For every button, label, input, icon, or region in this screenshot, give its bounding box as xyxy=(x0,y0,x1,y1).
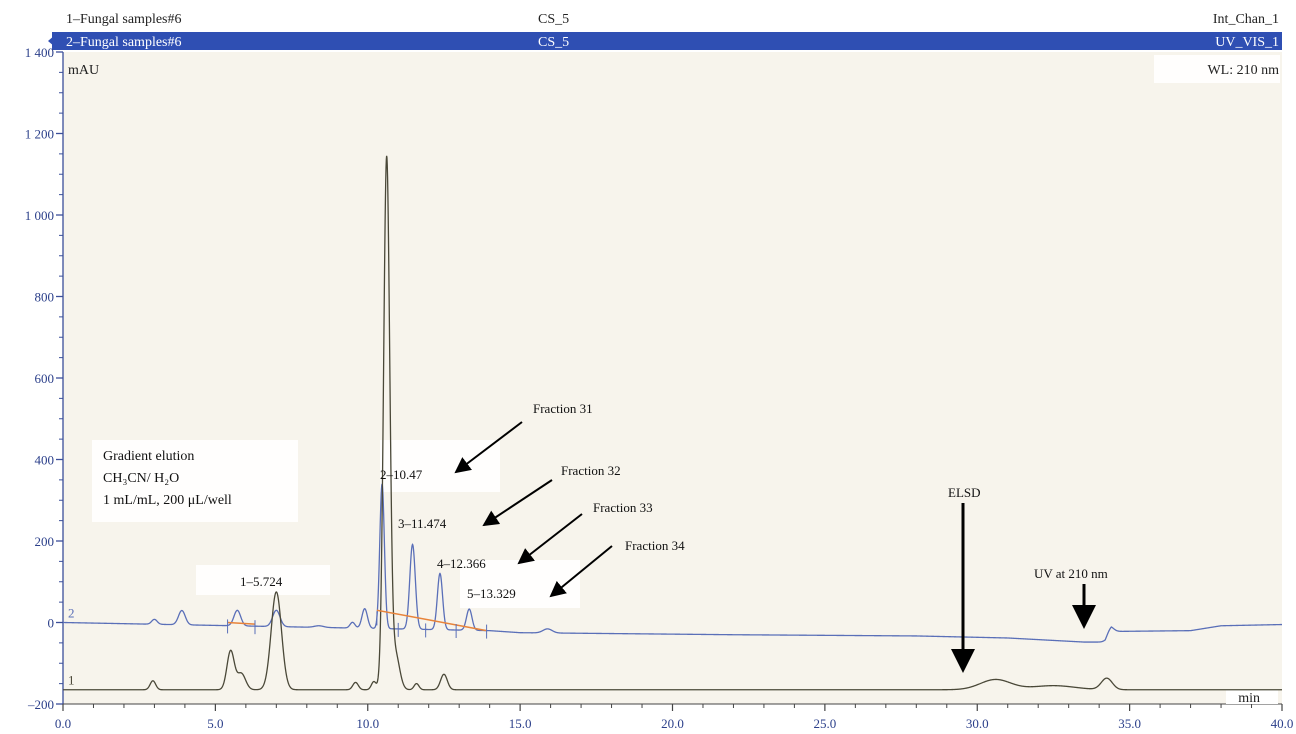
y-tick-label-1: 0 xyxy=(48,616,55,631)
x-tick-label-7: 35.0 xyxy=(1118,716,1141,731)
label-backdrop-3 xyxy=(92,440,298,522)
fraction-label-34: Fraction 34 xyxy=(625,538,685,553)
header-channel1-name: Int_Chan_1 xyxy=(1213,12,1279,27)
peak-label-3: 3–11.474 xyxy=(398,516,447,531)
header-channel2-label: 2–Fungal samples#6 xyxy=(66,35,182,50)
y-tick-label-7: 1 200 xyxy=(25,127,54,142)
y-tick-label-2: 200 xyxy=(35,534,55,549)
condition-line-0: Gradient elution xyxy=(103,449,194,464)
x-tick-label-3: 15.0 xyxy=(509,716,532,731)
condition-line-1: CH₃CN/ H₂O xyxy=(103,471,179,486)
x-tick-label-1: 5.0 xyxy=(207,716,223,731)
trace-series-2 xyxy=(62,483,1282,643)
y-tick-label-4: 600 xyxy=(35,371,55,386)
y-tick-label-0: –200 xyxy=(27,697,54,712)
condition-line-2: 1 mL/mL, 200 μL/well xyxy=(103,493,232,508)
integration-baseline xyxy=(376,609,487,632)
label-backdrop-2 xyxy=(1154,55,1280,83)
label-backdrop-5 xyxy=(380,440,500,492)
fraction-label-31: Fraction 31 xyxy=(533,401,593,416)
fraction-label-32: Fraction 32 xyxy=(561,463,621,478)
integration-baseline-early xyxy=(227,621,256,625)
x-tick-label-4: 20.0 xyxy=(661,716,684,731)
label-backdrop-0 xyxy=(272,6,392,28)
fraction-arrow-33 xyxy=(517,513,583,565)
x-tick-label-5: 25.0 xyxy=(814,716,837,731)
fraction-arrow-34 xyxy=(549,545,613,598)
elsd-label: ELSD xyxy=(948,485,981,500)
fraction-arrow-32 xyxy=(482,479,553,527)
trace-label-2: 2 xyxy=(68,606,75,621)
wavelength-label: WL: 210 nm xyxy=(1207,63,1279,78)
label-backdrop-4 xyxy=(196,565,330,595)
x-tick-label-8: 40.0 xyxy=(1271,716,1294,731)
header-channel2-name: UV_VIS_1 xyxy=(1215,35,1279,50)
header-channel1-label: 1–Fungal samples#6 xyxy=(66,12,182,27)
trace-series-1 xyxy=(63,155,1282,691)
peak-label-2: 2–10.47 xyxy=(380,467,423,482)
peak-label-5: 5–13.329 xyxy=(467,586,516,601)
y-tick-label-6: 1 000 xyxy=(25,208,54,223)
y-tick-label-8: 1 400 xyxy=(25,45,54,60)
x-tick-label-6: 30.0 xyxy=(966,716,989,731)
y-tick-label-3: 400 xyxy=(35,453,55,468)
selected-channel-tab xyxy=(48,35,55,47)
trace-label-1: 1 xyxy=(68,673,75,688)
x-tick-label-0: 0.0 xyxy=(55,716,71,731)
fraction-arrow-31 xyxy=(454,421,523,474)
x-axis-unit: min xyxy=(1238,691,1260,706)
fraction-label-33: Fraction 33 xyxy=(593,500,653,515)
header-channel2-sample: CS_5 xyxy=(538,35,569,50)
y-axis-label: mAU xyxy=(68,63,99,78)
peak-label-1: 1–5.724 xyxy=(240,574,283,589)
peak-label-4: 4–12.366 xyxy=(437,556,486,571)
plot-background xyxy=(63,52,1282,704)
uv-label: UV at 210 nm xyxy=(1034,566,1108,581)
y-tick-label-5: 800 xyxy=(35,290,55,305)
x-unit-backdrop xyxy=(1226,690,1278,704)
header-channel1-sample: CS_5 xyxy=(538,12,569,27)
selected-channel-bar xyxy=(52,32,1282,50)
x-tick-label-2: 10.0 xyxy=(356,716,379,731)
